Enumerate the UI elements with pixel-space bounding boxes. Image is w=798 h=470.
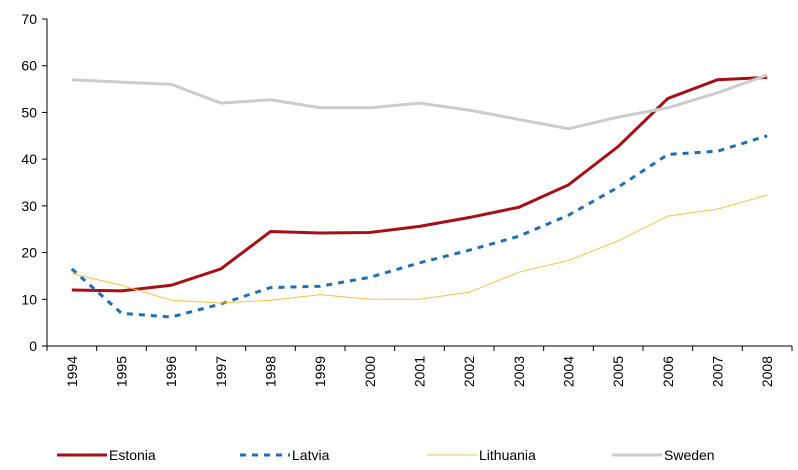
y-tick-label: 20 (21, 245, 37, 261)
x-tick-label: 1999 (312, 356, 328, 387)
x-tick-label: 1994 (64, 356, 80, 387)
legend-label: Latvia (292, 447, 330, 463)
x-tick-label: 2002 (461, 356, 477, 387)
legend-label: Lithuania (479, 447, 536, 463)
y-tick-label: 40 (21, 151, 37, 167)
y-tick-label: 30 (21, 198, 37, 214)
x-tick-label: 2007 (710, 356, 726, 387)
x-tick-label: 1995 (114, 356, 130, 387)
y-tick-label: 50 (21, 104, 37, 120)
x-tick-label: 2005 (610, 356, 626, 387)
y-tick-label: 60 (21, 58, 37, 74)
y-tick-label: 70 (21, 11, 37, 27)
x-tick-label: 1996 (163, 356, 179, 387)
x-tick-label: 2001 (412, 356, 428, 387)
x-tick-label: 1997 (213, 356, 229, 387)
x-tick-label: 2008 (759, 356, 775, 387)
x-tick-label: 2004 (561, 356, 577, 387)
x-tick-label: 1998 (263, 356, 279, 387)
legend-label: Estonia (109, 447, 156, 463)
x-tick-label: 2006 (660, 356, 676, 387)
series-line (71, 73, 768, 131)
x-tick-label: 2000 (362, 356, 378, 387)
y-tick-label: 0 (29, 338, 37, 354)
series-line (70, 134, 768, 319)
series-line (71, 194, 768, 304)
legend-label: Sweden (664, 447, 715, 463)
x-tick-label: 2003 (511, 356, 527, 387)
y-tick-label: 10 (21, 291, 37, 307)
series-line (71, 75, 768, 293)
